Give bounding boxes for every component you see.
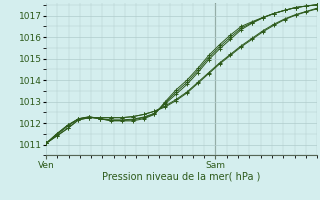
X-axis label: Pression niveau de la mer( hPa ): Pression niveau de la mer( hPa ) <box>102 171 261 181</box>
